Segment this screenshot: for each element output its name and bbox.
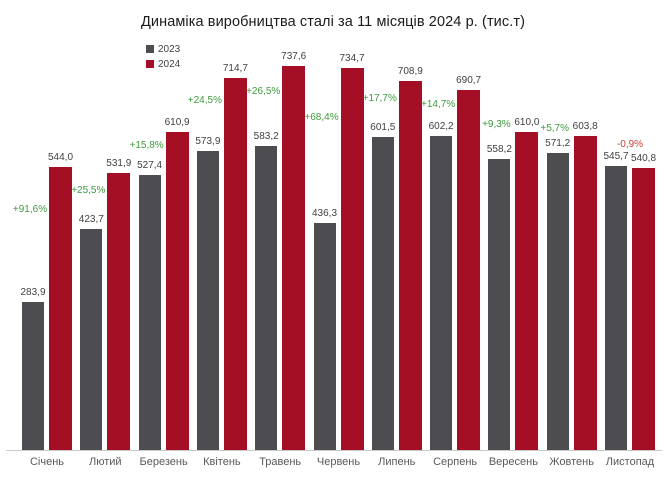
month-label-6: Червень: [316, 456, 361, 468]
month-label-4: Квітень: [203, 456, 241, 468]
bar-2024: [49, 167, 72, 450]
bar-2023: [255, 146, 278, 450]
chart-title: Динаміка виробництва сталі за 11 місяців…: [140, 14, 526, 30]
pct-change-label: +15,8%: [129, 140, 164, 151]
legend-label-2023: 2023: [158, 43, 181, 55]
bar-2024: [223, 78, 247, 450]
bar-group-7: 601,5 708,9 +17,7%: [363, 0, 423, 450]
pct-change-label: +24,5%: [187, 95, 222, 106]
bar-2024: [282, 66, 306, 450]
bar-2023: [546, 153, 569, 450]
bar-group-2: 423,7 531,9 +25,5%: [71, 0, 131, 450]
pct-change-label: +68,4%: [304, 112, 339, 123]
bar-group-3: 527,4 610,9 +15,8%: [129, 0, 190, 450]
bar-group-4: 573,9 714,7 +24,5%: [188, 0, 248, 450]
value-label-2024: 603,8: [572, 121, 598, 132]
month-label-1: Січень: [29, 456, 65, 468]
month-label-9: Вересень: [488, 456, 538, 468]
value-label-2024: 610,9: [164, 117, 190, 128]
bar-2024: [515, 132, 539, 450]
value-label-2023: 423,7: [78, 214, 104, 225]
bar-2024: [398, 81, 422, 450]
bar-group-10: 571,2 603,8 +5,7%: [540, 0, 598, 450]
pct-change-label: +5,7%: [540, 123, 569, 134]
pct-change-label: +14,7%: [420, 99, 456, 110]
value-label-2024: 610,0: [514, 117, 540, 128]
bar-2023: [80, 229, 103, 450]
bar-2023: [605, 166, 627, 450]
value-label-2023: 436,3: [311, 208, 338, 219]
bar-group-6: 436,3 734,7 +68,4%: [304, 0, 365, 450]
bar-2024: [340, 68, 364, 450]
month-label-10: Жовтень: [549, 456, 594, 468]
bar-2024: [632, 168, 655, 450]
legend-swatch-2023-icon: [146, 45, 154, 53]
value-label-2024: 734,7: [339, 53, 365, 64]
bar-group-5: 583,2 737,6 +26,5%: [246, 0, 306, 450]
value-label-2023: 573,9: [195, 136, 221, 147]
x-axis-labels: Січень Лютий Березень Квітень Травень Червень…: [0, 455, 666, 471]
legend: 2023 2024: [146, 43, 180, 70]
pct-change-label: +26,5%: [246, 86, 281, 97]
month-label-7: Липень: [378, 456, 416, 468]
pct-change-label: -0,9%: [616, 139, 644, 150]
value-label-2024: 531,9: [106, 158, 132, 169]
bar-group-11: 545,7 540,8 -0,9%: [603, 0, 656, 450]
plot-area: 283,9 544,0 +91,6% 423,7 531,9 +25,5% 527,4 610…: [13, 0, 656, 450]
value-label-2024: 544,0: [47, 152, 74, 163]
value-label-2024: 737,6: [281, 51, 307, 62]
bar-2024: [165, 132, 189, 450]
pct-change-label: +17,7%: [362, 93, 397, 104]
value-label-2024: 714,7: [222, 63, 248, 74]
pct-change-label: +9,3%: [482, 119, 511, 130]
month-label-5: Травень: [259, 456, 302, 468]
bar-group-1: 283,9 544,0 +91,6%: [13, 0, 73, 450]
value-label-2023: 602,2: [428, 121, 454, 132]
bar-2024: [457, 90, 481, 450]
bar-2024: [107, 173, 131, 450]
month-label-8: Серпень: [433, 456, 478, 468]
legend-swatch-2024-icon: [146, 60, 154, 68]
month-label-3: Березень: [139, 456, 188, 468]
value-label-2023: 601,5: [370, 122, 396, 133]
bar-2023: [22, 302, 44, 450]
bar-2023: [488, 159, 511, 450]
bar-2023: [371, 137, 394, 450]
value-label-2024: 708,9: [397, 66, 423, 77]
value-label-2023: 283,9: [20, 287, 46, 298]
value-label-2023: 583,2: [253, 131, 279, 142]
value-label-2023: 571,2: [545, 138, 571, 149]
bar-2023: [430, 136, 453, 450]
legend-item-2024: 2024: [146, 58, 180, 70]
bar-2023: [313, 223, 336, 450]
value-label-2023: 527,4: [137, 160, 163, 171]
month-label-2: Лютий: [89, 456, 122, 468]
bar-2023: [138, 175, 161, 450]
value-label-2024: 540,8: [630, 153, 657, 164]
bar-2023: [196, 151, 219, 450]
legend-label-2024: 2024: [158, 58, 181, 70]
value-label-2023: 558,2: [486, 144, 512, 155]
bar-group-8: 602,2 690,7 +14,7%: [421, 0, 481, 450]
value-label-2024: 690,7: [456, 75, 482, 86]
month-label-11: Листопад: [605, 456, 655, 468]
x-axis-line: [6, 450, 662, 451]
pct-change-label: +25,5%: [71, 185, 106, 196]
pct-change-label: +91,6%: [12, 204, 48, 215]
bar-2024: [573, 136, 597, 450]
value-label-2023: 545,7: [603, 151, 629, 162]
bar-group-9: 558,2 610,0 +9,3%: [482, 0, 539, 450]
legend-item-2023: 2023: [146, 43, 180, 55]
